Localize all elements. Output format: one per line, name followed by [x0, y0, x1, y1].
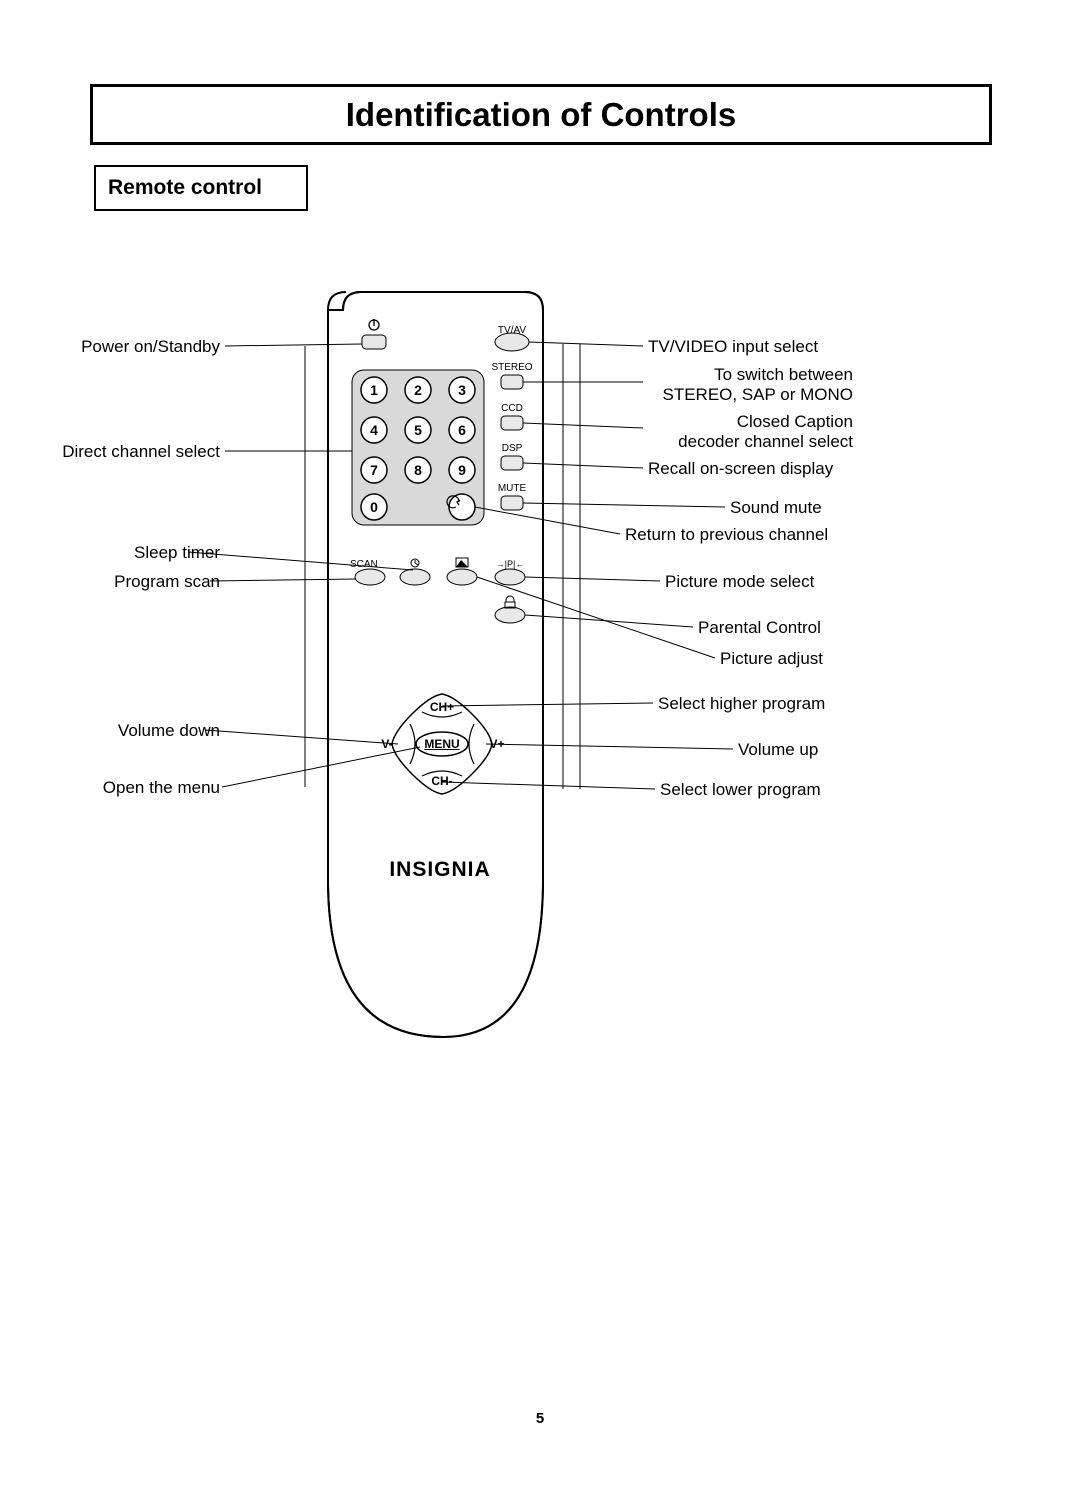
btn-label-vplus: V+ — [482, 737, 512, 751]
num-7: 7 — [367, 462, 381, 478]
section-subtitle: Remote control — [94, 165, 308, 211]
label-picture-adjust: Picture adjust — [720, 649, 823, 669]
brand-logo: INSIGNIA — [340, 858, 540, 882]
btn-label-chplus: CH+ — [422, 700, 462, 714]
num-9: 9 — [455, 462, 469, 478]
page-number: 5 — [0, 1410, 1080, 1427]
label-volume-up: Volume up — [738, 740, 818, 760]
label-parental: Parental Control — [698, 618, 821, 638]
label-return: Return to previous channel — [625, 525, 828, 545]
label-dsp: Recall on-screen display — [648, 459, 833, 479]
btn-label-dsp: DSP — [490, 443, 534, 454]
num-4: 4 — [367, 422, 381, 438]
num-2: 2 — [411, 382, 425, 398]
label-mute: Sound mute — [730, 498, 822, 518]
label-direct-channel: Direct channel select — [62, 442, 220, 462]
num-6: 6 — [455, 422, 469, 438]
label-sleep-timer: Sleep timer — [134, 543, 220, 563]
btn-label-chminus: CH- — [422, 774, 462, 788]
label-picture-mode: Picture mode select — [665, 572, 814, 592]
btn-label-tvav: TV/AV — [490, 325, 534, 336]
btn-label-mute: MUTE — [490, 483, 534, 494]
num-1: 1 — [367, 382, 381, 398]
label-ccd: Closed Caption decoder channel select — [648, 412, 853, 453]
btn-label-scan: SCAN — [350, 559, 390, 570]
num-8: 8 — [411, 462, 425, 478]
label-volume-down: Volume down — [118, 721, 220, 741]
label-power: Power on/Standby — [81, 337, 220, 357]
btn-label-menu: MENU — [418, 737, 466, 751]
num-5: 5 — [411, 422, 425, 438]
label-ch-higher: Select higher program — [658, 694, 825, 714]
num-3: 3 — [455, 382, 469, 398]
btn-label-ccd: CCD — [490, 403, 534, 414]
label-program-scan: Program scan — [114, 572, 220, 592]
label-stereo: To switch between STEREO, SAP or MONO — [648, 365, 853, 406]
page-title: Identification of Controls — [90, 84, 992, 145]
btn-label-stereo: STEREO — [490, 362, 534, 373]
num-0: 0 — [367, 499, 381, 515]
label-open-menu: Open the menu — [103, 778, 220, 798]
remote-diagram: →|P|← — [0, 0, 1080, 1507]
svg-text:→|P|←: →|P|← — [496, 559, 525, 569]
btn-label-vminus: V- — [372, 737, 402, 751]
label-ch-lower: Select lower program — [660, 780, 821, 800]
label-tvvideo: TV/VIDEO input select — [648, 337, 818, 357]
